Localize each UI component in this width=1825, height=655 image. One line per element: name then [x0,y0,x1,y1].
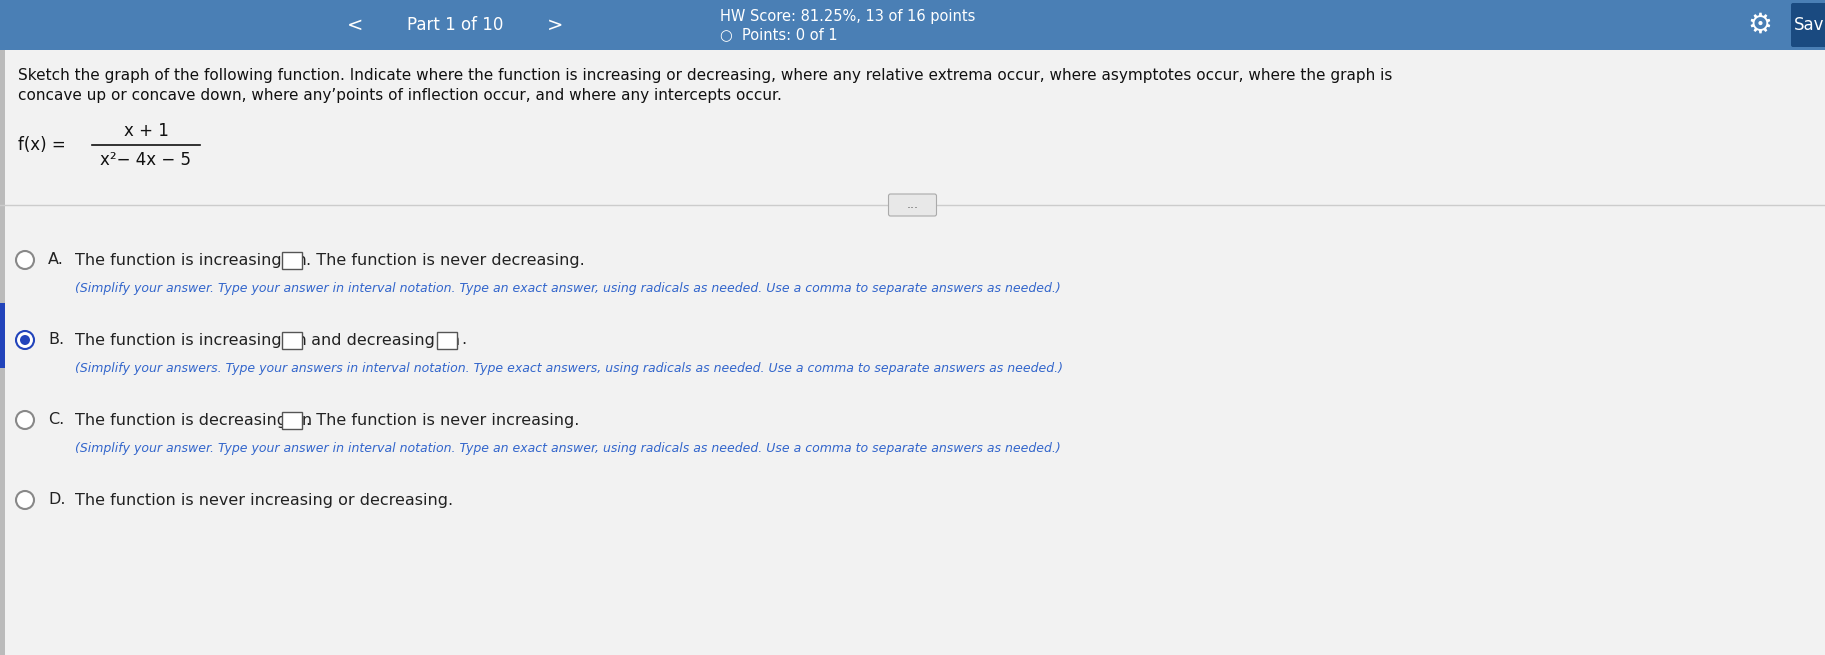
Text: The function is never increasing or decreasing.: The function is never increasing or decr… [75,493,453,508]
Text: >: > [548,16,564,35]
Text: The function is increasing on: The function is increasing on [75,333,312,348]
Circle shape [16,411,35,429]
Bar [283,252,301,269]
Text: (Simplify your answer. Type your answer in interval notation. Type an exact answ: (Simplify your answer. Type your answer … [75,282,1060,295]
Circle shape [16,331,35,349]
Text: ...: ... [907,198,918,212]
Text: ○  Points: 0 of 1: ○ Points: 0 of 1 [721,28,838,43]
Text: D.: D. [47,493,66,508]
Bar [0,0,1825,50]
Bar [0,303,5,368]
Text: B.: B. [47,333,64,348]
Bar [0,50,5,655]
Text: .: . [462,333,465,348]
Text: The function is decreasing on: The function is decreasing on [75,413,318,428]
Text: ⚙: ⚙ [1748,11,1772,39]
Bar [283,411,301,428]
Text: Sav: Sav [1794,16,1825,34]
FancyBboxPatch shape [889,194,936,216]
Text: and decreasing on: and decreasing on [307,333,465,348]
Bar [283,331,301,348]
Text: HW Score: 81.25%, 13 of 16 points: HW Score: 81.25%, 13 of 16 points [721,9,975,24]
Circle shape [20,335,29,345]
Text: <: < [347,16,363,35]
Text: Sketch the graph of the following function. Indicate where the function is incre: Sketch the graph of the following functi… [18,68,1392,83]
Text: x + 1: x + 1 [124,122,168,140]
Text: f(x) =: f(x) = [18,136,66,154]
Text: A.: A. [47,252,64,267]
Text: The function is increasing on: The function is increasing on [75,252,312,267]
Text: Part 1 of 10: Part 1 of 10 [407,16,504,34]
Text: x²− 4x − 5: x²− 4x − 5 [100,151,192,169]
Text: (Simplify your answer. Type your answer in interval notation. Type an exact answ: (Simplify your answer. Type your answer … [75,442,1060,455]
Text: . The function is never increasing.: . The function is never increasing. [307,413,579,428]
Circle shape [16,491,35,509]
Circle shape [16,251,35,269]
Text: concave up or concave down, where any’points of inflection occur, and where any : concave up or concave down, where any’po… [18,88,781,103]
Text: (Simplify your answers. Type your answers in interval notation. Type exact answe: (Simplify your answers. Type your answer… [75,362,1062,375]
Text: C.: C. [47,413,64,428]
FancyBboxPatch shape [1790,3,1825,47]
Bar [438,331,456,348]
Text: . The function is never decreasing.: . The function is never decreasing. [307,252,584,267]
